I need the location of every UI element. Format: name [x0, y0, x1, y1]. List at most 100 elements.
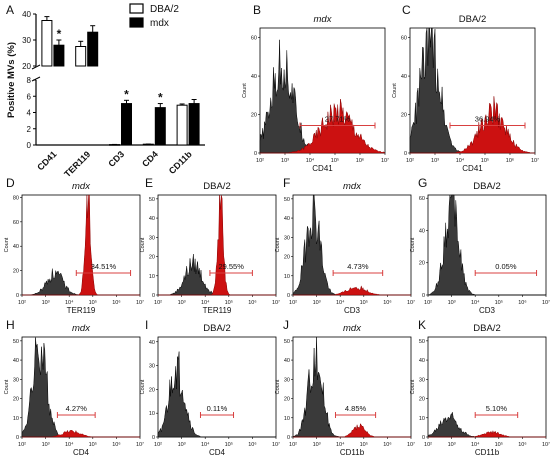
x-tick-label: 10⁵	[495, 299, 503, 306]
y-tick-label: 40	[13, 244, 19, 250]
y-tick-label: 2	[27, 125, 32, 134]
x-tick-label: 10⁴	[471, 441, 480, 448]
y-tick-label: 8	[27, 76, 32, 85]
y-tick-label: 6	[27, 92, 32, 101]
axis-break-mark	[31, 64, 41, 70]
y-tick-label: 40	[419, 228, 425, 234]
x-tick-label: 10⁷	[407, 299, 415, 306]
control-population	[409, 27, 535, 154]
x-tick-label: 10⁴	[336, 441, 345, 448]
y-tick-label: 0	[254, 151, 257, 157]
x-tick-label: 10⁶	[518, 299, 526, 306]
panel-letter: A	[6, 3, 14, 17]
y-tick-label: 30	[284, 235, 290, 241]
x-axis-label: CD4	[209, 448, 226, 457]
x-tick-label: 10³	[448, 442, 456, 448]
y-axis-label: Count	[4, 237, 10, 252]
x-tick-label: 10²	[424, 442, 432, 448]
x-axis-label: CD3	[344, 306, 361, 315]
y-tick-label: 20	[13, 269, 19, 275]
x-axis-label: TER119	[203, 306, 232, 315]
panel-letter: I	[145, 318, 148, 332]
x-tick-label: 10⁴	[336, 299, 345, 306]
y-tick-label: 20	[149, 255, 155, 261]
y-tick-label: 40	[284, 358, 290, 364]
y-tick-label: 40	[22, 10, 31, 19]
histogram-title: mdx	[343, 323, 362, 334]
y-tick-label: 40	[149, 216, 155, 222]
histogram-title: DBA/2	[459, 14, 486, 25]
x-tick-label: 10⁵	[225, 299, 233, 306]
y-tick-label: 30	[419, 377, 425, 383]
histogram-title: DBA/2	[203, 181, 230, 192]
x-tick-label: 10⁵	[225, 441, 233, 448]
bar	[87, 31, 99, 67]
bar	[121, 103, 132, 146]
control-population	[428, 194, 546, 296]
x-tick-label: 10⁵	[360, 299, 368, 306]
x-tick-label: 10⁶	[248, 299, 256, 306]
x-category-label: TER119	[62, 149, 92, 179]
panel-letter: H	[6, 318, 15, 332]
y-tick-label: 40	[149, 340, 155, 346]
y-tick-label: 60	[419, 196, 425, 202]
histogram-title: DBA/2	[203, 323, 230, 334]
x-tick-label: 10⁷	[136, 299, 144, 306]
gate-percentage: 0.05%	[495, 262, 517, 271]
x-tick-label: 10⁷	[542, 441, 550, 448]
y-tick-label: 0	[422, 293, 425, 299]
x-axis-label: CD4	[73, 448, 90, 457]
y-tick-label: 50	[149, 197, 155, 203]
positive-population	[158, 194, 276, 296]
y-tick-label: 10	[284, 416, 290, 422]
y-tick-label: 4	[27, 109, 32, 118]
y-tick-label: 40	[419, 358, 425, 364]
histogram-title: mdx	[314, 14, 333, 25]
y-tick-label: 20	[419, 397, 425, 403]
control-population	[21, 337, 140, 438]
y-tick-label: 0	[287, 435, 290, 441]
histogram-title: mdx	[343, 181, 362, 192]
y-tick-label: 40	[13, 358, 19, 364]
x-tick-label: 10⁴	[65, 299, 74, 306]
panel-C: C DBA/2 0 20 40 60 Count 10² 10³ 10⁴ 10⁵ 10⁶ 10⁷ CD41…	[392, 3, 539, 173]
significance-star: *	[57, 27, 62, 41]
y-tick-label: 0	[422, 435, 425, 441]
y-tick-label: 20	[284, 397, 290, 403]
y-tick-label: 80	[13, 195, 19, 201]
positive-population	[410, 96, 535, 154]
gate-percentage: 27.71%	[325, 115, 351, 124]
x-tick-label: 10⁷	[272, 441, 280, 448]
x-tick-label: 10⁵	[331, 157, 339, 164]
y-tick-label: 20	[401, 113, 407, 119]
legend-swatch	[129, 3, 144, 14]
y-tick-label: 60	[251, 36, 257, 42]
panel-letter: F	[283, 176, 290, 190]
y-tick-label: 40	[251, 74, 257, 80]
gate-percentage: 36.94%	[475, 115, 501, 124]
y-axis-label: Count	[4, 379, 10, 394]
panel-E: E DBA/2 0 10 20 30 40 50 Count 10² 10³ 10⁴ 10⁵ 10⁶ 10⁷…	[140, 176, 280, 315]
panel-letter: E	[145, 176, 153, 190]
x-tick-label: 10⁷	[272, 299, 280, 306]
panel-letter: J	[283, 318, 289, 332]
control-population	[157, 351, 276, 438]
gate-percentage: 4.85%	[345, 404, 367, 413]
x-tick-label: 10³	[178, 442, 186, 448]
bar	[53, 44, 65, 67]
x-tick-label: 10³	[42, 300, 50, 306]
x-tick-label: 10⁵	[495, 441, 503, 448]
y-axis-label: Count	[140, 237, 146, 252]
x-tick-label: 10²	[406, 158, 414, 164]
y-axis-label: Positive MVs (%)	[6, 42, 17, 118]
y-tick-label: 10	[149, 411, 155, 417]
y-axis-label: Count	[140, 379, 146, 394]
y-tick-label: 0	[404, 151, 407, 157]
x-tick-label: 10²	[424, 300, 432, 306]
positive-population	[428, 429, 546, 438]
panel-I: I DBA/2 0 10 20 30 40 Count 10² 10³ 10⁴ 10⁵ 10⁶ 10⁷ CD…	[140, 318, 280, 457]
y-tick-label: 30	[22, 36, 31, 45]
y-axis-label: Count	[275, 379, 281, 394]
